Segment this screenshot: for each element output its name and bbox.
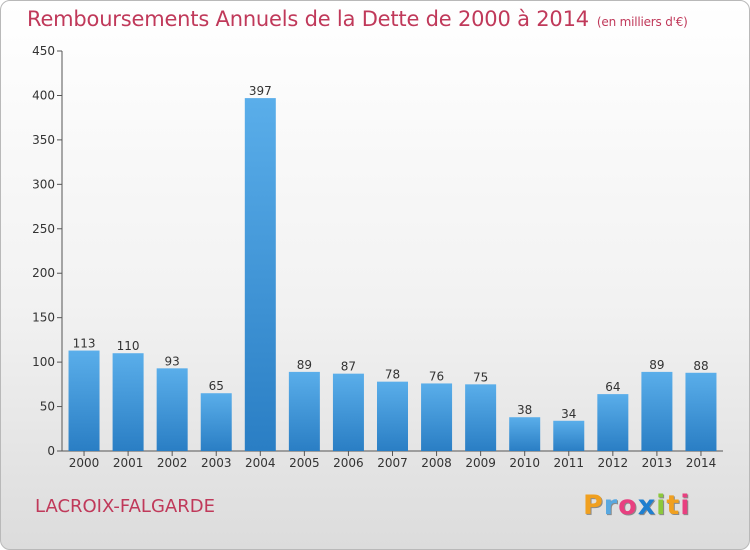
y-tick-label: 450 xyxy=(32,44,55,58)
logo-letter: x xyxy=(637,490,657,521)
bar xyxy=(421,383,453,451)
x-tick-label: 2010 xyxy=(509,456,540,470)
y-tick-label: 200 xyxy=(32,266,55,280)
bar-value-label: 89 xyxy=(649,358,664,372)
x-tick-label: 2001 xyxy=(113,456,144,470)
x-tick-label: 2006 xyxy=(333,456,364,470)
bar-value-label: 76 xyxy=(429,369,444,383)
x-tick-label: 2012 xyxy=(598,456,629,470)
bar xyxy=(200,393,232,451)
bar xyxy=(156,368,188,451)
bar-value-label: 87 xyxy=(341,360,356,374)
y-tick-label: 400 xyxy=(32,88,55,102)
bar-value-label: 75 xyxy=(473,370,488,384)
y-tick-label: 50 xyxy=(40,400,55,414)
bar xyxy=(332,373,364,451)
bar xyxy=(288,371,320,451)
chart-title: Remboursements Annuels de la Dette de 20… xyxy=(27,7,688,31)
bar-value-label: 110 xyxy=(117,339,140,353)
proxiti-logo: Proxiti xyxy=(583,490,691,521)
bar-value-label: 34 xyxy=(561,407,576,421)
logo-letter: P xyxy=(583,490,604,521)
bar xyxy=(641,371,673,451)
y-tick-label: 100 xyxy=(32,355,55,369)
logo-letter: i xyxy=(656,490,667,521)
logo-letter: o xyxy=(618,490,638,521)
chart-unit: (en milliers d'€) xyxy=(596,15,688,29)
x-tick-label: 2004 xyxy=(245,456,276,470)
x-tick-label: 2014 xyxy=(686,456,717,470)
bar-value-label: 65 xyxy=(209,379,224,393)
bar xyxy=(597,394,629,451)
bar xyxy=(244,98,276,451)
bar xyxy=(377,381,408,451)
bar xyxy=(685,372,717,451)
bar-value-label: 93 xyxy=(165,354,180,368)
bar-value-label: 113 xyxy=(73,337,96,351)
y-tick-label: 350 xyxy=(32,133,55,147)
x-tick-label: 2013 xyxy=(642,456,673,470)
bar xyxy=(465,384,497,451)
bar-value-label: 64 xyxy=(605,380,620,394)
logo-letter: r xyxy=(603,490,619,521)
bar-value-label: 38 xyxy=(517,403,532,417)
bar-value-label: 397 xyxy=(249,84,272,98)
y-tick-label: 0 xyxy=(47,444,55,458)
x-tick-label: 2008 xyxy=(421,456,452,470)
bar-value-label: 78 xyxy=(385,368,400,382)
bar xyxy=(112,353,144,451)
logo-letter: t xyxy=(666,490,681,521)
logo-letter: i xyxy=(680,490,691,521)
y-tick-label: 300 xyxy=(32,177,55,191)
y-tick-label: 150 xyxy=(32,311,55,325)
x-tick-label: 2007 xyxy=(377,456,408,470)
y-tick-label: 250 xyxy=(32,222,55,236)
bar xyxy=(553,420,585,451)
bar xyxy=(68,350,100,451)
x-tick-label: 2005 xyxy=(289,456,320,470)
x-tick-label: 2003 xyxy=(201,456,232,470)
bar-value-label: 88 xyxy=(693,359,708,373)
place-name: LACROIX-FALGARDE xyxy=(35,496,215,517)
bar-value-label: 89 xyxy=(297,358,312,372)
x-tick-label: 2000 xyxy=(69,456,100,470)
bar xyxy=(509,417,541,451)
x-tick-label: 2009 xyxy=(465,456,496,470)
x-tick-label: 2002 xyxy=(157,456,188,470)
x-tick-label: 2011 xyxy=(553,456,584,470)
chart-title-text: Remboursements Annuels de la Dette de 20… xyxy=(27,7,589,31)
